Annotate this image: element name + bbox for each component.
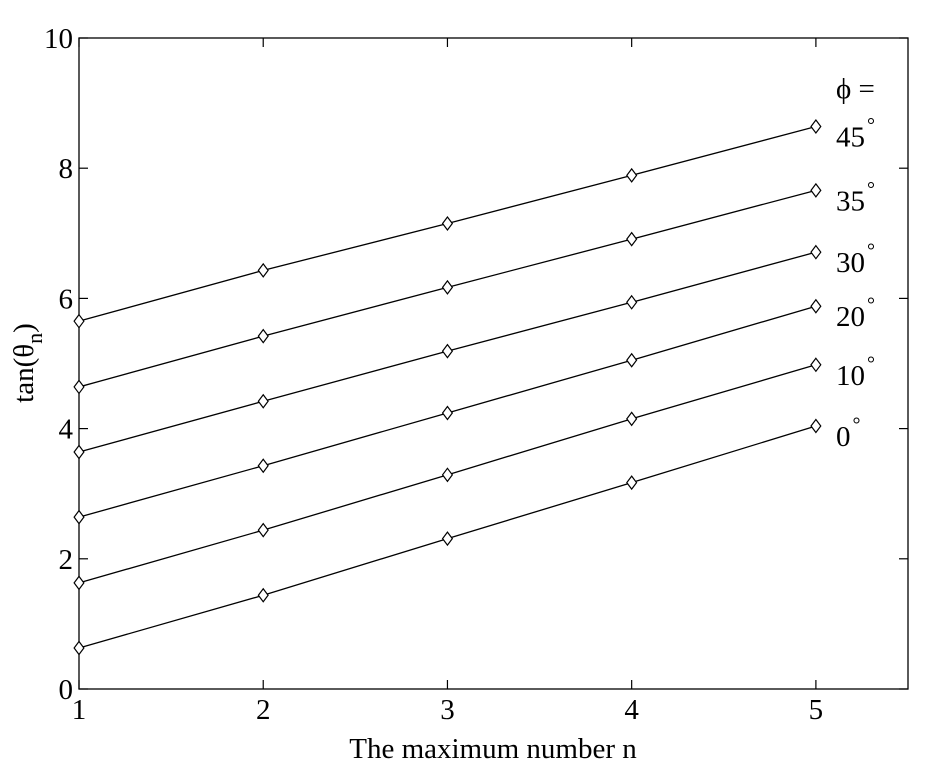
data-point-marker [810,119,822,135]
data-point-marker [73,379,85,395]
x-axis: 1 2 3 4 5 [72,38,823,726]
series-label-value: 30 [836,247,865,279]
data-point-marker [810,182,822,198]
y-tick-label: 2 [59,544,74,576]
y-axis: 0 2 4 6 8 10 [44,23,908,706]
series-label-30: 30 ° [836,240,875,279]
degree-symbol: ° [867,178,875,200]
data-point-marker [73,640,85,656]
degree-symbol: ° [867,294,875,316]
series-label-45: 45 ° [836,115,875,154]
data-point-marker [441,405,454,421]
series-label-value: 35 [836,185,865,217]
data-point-marker [73,509,85,525]
plot-frame [78,37,909,690]
y-tick-label: 10 [44,23,73,55]
y-axis-label-subscript: n [22,333,47,344]
data-point-marker [810,357,822,373]
series-label-20: 20 ° [836,294,875,333]
data-point-marker [257,328,269,344]
data-point-marker [810,418,822,434]
series-label-value: 20 [836,301,865,333]
data-point-marker [626,475,638,491]
y-tick-label: 6 [59,283,74,315]
series-layer [73,119,822,656]
data-point-marker [73,444,85,460]
degree-symbol: ° [867,353,875,375]
data-point-marker [626,352,638,368]
data-point-marker [257,587,269,603]
x-axis-label: The maximum number n [349,733,637,765]
degree-symbol: ° [867,115,875,137]
x-tick-label: 1 [72,694,87,726]
data-point-marker [441,216,454,232]
data-point-marker [257,522,269,538]
data-point-marker [441,279,454,295]
data-point-marker [626,167,638,183]
y-tick-label: 0 [59,674,74,706]
series-label-10: 10 ° [836,353,875,392]
y-tick-label: 8 [59,153,74,185]
series-label-0: 0 ° [836,414,861,453]
y-axis-label-close: ) [8,323,40,333]
data-point-marker [626,294,638,310]
y-axis-label-main: tan(θ [8,344,40,403]
data-point-marker [626,231,638,247]
data-point-marker [73,575,85,591]
data-point-marker [626,411,638,427]
series-label-value: 0 [836,421,851,453]
data-point-marker [810,244,822,260]
data-point-marker [257,393,269,409]
data-point-marker [810,298,822,314]
x-tick-label: 4 [624,694,639,726]
degree-symbol: ° [853,414,861,436]
legend-heading: ϕ = [836,73,875,105]
x-tick-label: 2 [256,694,271,726]
series-label-35: 35 ° [836,178,875,217]
y-axis-label: tan(θn) [8,323,47,403]
series-labels: 45 °35 °30 °20 °10 °0 ° [836,115,875,453]
y-tick-label: 4 [59,414,74,446]
data-point-marker [257,262,269,278]
x-tick-label: 3 [440,694,455,726]
data-point-marker [441,343,454,359]
series-label-value: 10 [836,360,865,392]
data-point-marker [257,458,269,474]
data-point-marker [441,467,454,483]
data-point-marker [441,531,454,547]
data-point-marker [73,313,85,329]
degree-symbol: ° [867,240,875,262]
series-label-value: 45 [836,122,865,154]
x-tick-label: 5 [809,694,824,726]
